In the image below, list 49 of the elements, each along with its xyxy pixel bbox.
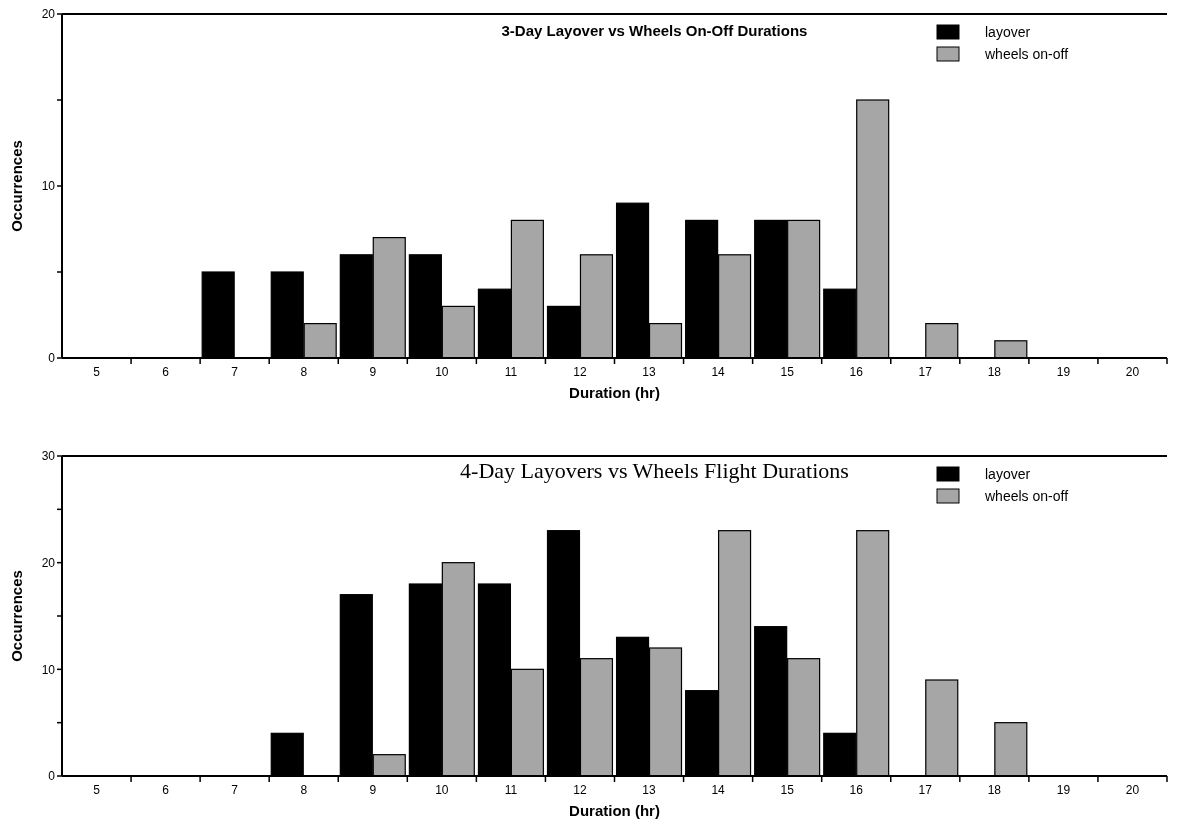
y-tick-label: 20 [41, 7, 56, 22]
y-tick-label: 10 [41, 662, 56, 677]
x-axis-title: Duration (hr) [569, 384, 660, 401]
x-tick-label: 13 [642, 783, 657, 797]
y-axis-title: Occurrences [8, 570, 25, 662]
x-tick-label: 14 [711, 365, 726, 379]
x-tick-label: 7 [231, 365, 239, 379]
x-tick-label: 9 [369, 365, 377, 379]
x-axis-title: Duration (hr) [569, 802, 660, 819]
legend-label: layover [985, 466, 1031, 482]
x-tick-label: 6 [162, 365, 170, 379]
x-tick-label: 15 [780, 783, 795, 797]
legend-label: wheels on-off [984, 488, 1069, 504]
x-tick-label: 6 [162, 783, 170, 797]
x-tick-label: 10 [435, 783, 449, 797]
x-tick-label: 14 [711, 783, 726, 797]
x-tick-label: 16 [849, 365, 864, 379]
y-axis-title: Occurrences [8, 140, 25, 232]
x-tick-label: 9 [369, 783, 377, 797]
x-tick-label: 11 [504, 783, 518, 797]
x-tick-label: 18 [987, 783, 1002, 797]
x-tick-label: 18 [987, 365, 1002, 379]
x-tick-label: 19 [1056, 365, 1071, 379]
y-tick-label: 20 [41, 555, 56, 570]
x-tick-label: 20 [1125, 365, 1140, 379]
text: 3-Day Layover vs Wheels On-Off Durations [501, 22, 808, 39]
x-tick-label: 8 [300, 783, 308, 797]
chart-title: 4-Day Layovers vs Wheels Flight Durations [460, 458, 849, 483]
y-tick-label: 30 [41, 449, 56, 464]
x-tick-label: 10 [435, 365, 449, 379]
x-tick-label: 8 [300, 365, 308, 379]
x-tick-label: 15 [780, 365, 795, 379]
x-tick-label: 7 [231, 783, 239, 797]
x-tick-label: 17 [918, 365, 933, 379]
y-tick-label: 0 [48, 769, 56, 784]
x-tick-label: 17 [918, 783, 933, 797]
y-tick-label: 10 [41, 179, 56, 194]
legend-label: wheels on-off [984, 46, 1069, 62]
x-tick-label: 5 [93, 783, 101, 797]
x-tick-label: 12 [573, 783, 587, 797]
legend-label: layover [985, 24, 1031, 40]
x-tick-label: 20 [1125, 783, 1140, 797]
x-tick-label: 19 [1056, 783, 1071, 797]
y-tick-label: 0 [48, 351, 56, 366]
x-tick-label: 11 [504, 365, 518, 379]
x-tick-label: 13 [642, 365, 657, 379]
x-tick-label: 5 [93, 365, 101, 379]
x-tick-label: 12 [573, 365, 587, 379]
x-tick-label: 16 [849, 783, 864, 797]
